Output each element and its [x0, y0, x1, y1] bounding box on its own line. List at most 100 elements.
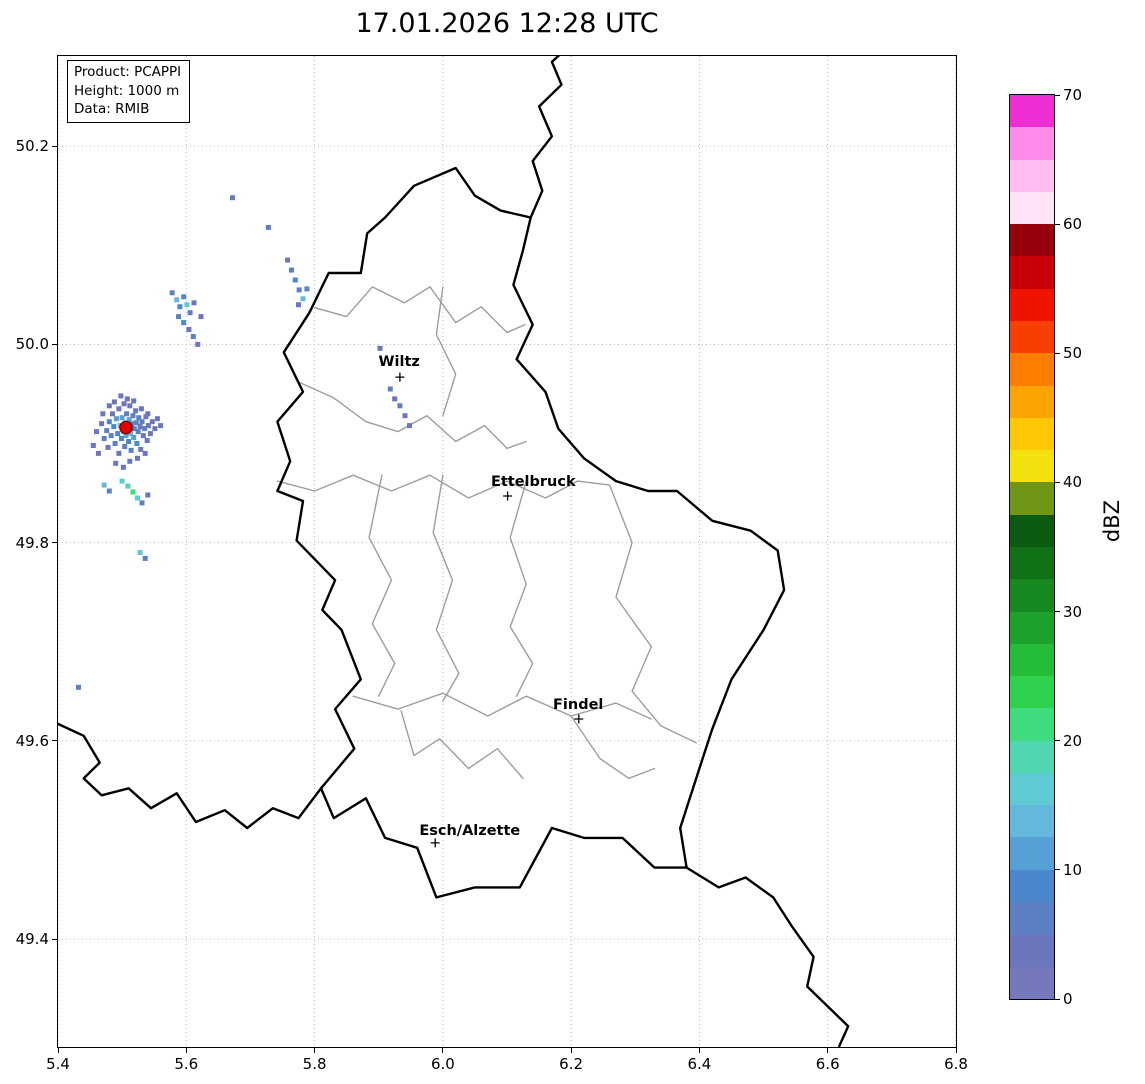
colorbar-tick-mark [1055, 998, 1060, 1000]
echo-pixel [402, 413, 408, 419]
city-label: Findel [553, 697, 603, 713]
colorbar-segment [1010, 159, 1054, 192]
district-border [509, 480, 534, 697]
echo-pixel [137, 424, 143, 430]
echo-pixel [285, 257, 291, 263]
echo-pixel [101, 436, 107, 441]
echo-pixel [135, 429, 141, 435]
echo-pixel [190, 334, 196, 339]
colorbar-tick-label: 40 [1063, 473, 1083, 492]
colorbar-segment [1010, 708, 1054, 741]
echo-pixel [135, 455, 140, 461]
figure-title: 17.01.2026 12:28 UTC [355, 8, 659, 39]
echo-pixel [154, 416, 160, 422]
height-line: Height: 1000 m [74, 82, 180, 99]
country-border [58, 722, 323, 830]
echo-pixel [116, 450, 122, 456]
echo-pixel [142, 450, 148, 456]
country-border [276, 166, 786, 899]
echo-pixel [124, 396, 130, 402]
echo-pixel [128, 431, 133, 437]
echo-pixel [106, 403, 112, 409]
y-tick-label: 49.6 [15, 731, 49, 750]
echo-pixel [176, 314, 182, 320]
colorbar-segment [1010, 740, 1054, 773]
echo-pixel [105, 444, 111, 450]
colorbar-segment [1010, 353, 1054, 386]
echo-pixel [289, 267, 294, 273]
district-border [432, 474, 460, 702]
echo-pixel [111, 424, 117, 430]
colorbar-segment [1010, 224, 1054, 257]
echo-pixel [195, 341, 201, 347]
district-border [435, 286, 457, 417]
colorbar-segment [1010, 643, 1054, 677]
colorbar-segment [1010, 869, 1054, 903]
y-tick-mark [52, 343, 57, 345]
colorbar-segment [1010, 320, 1054, 354]
city-plus-marker [395, 372, 405, 382]
echo-pixel [131, 435, 137, 440]
echo-pixel [119, 415, 125, 421]
city-label: Ettelbruck [491, 474, 576, 490]
x-tick-label: 6.2 [559, 1055, 584, 1073]
x-tick-label: 6.4 [687, 1055, 712, 1073]
colorbar-segment [1010, 902, 1054, 935]
echo-pixel [139, 419, 145, 425]
echo-pixel [94, 429, 99, 435]
echo-pixel [186, 327, 192, 332]
district-border [400, 710, 524, 780]
echo-pixel [131, 426, 137, 432]
echo-pixel [397, 403, 403, 409]
echo-pixel [158, 423, 164, 429]
colorbar-tick-mark [1055, 611, 1060, 613]
echo-pixel [145, 423, 151, 429]
echo-pixel [134, 441, 140, 446]
colorbar-tick-mark [1055, 869, 1060, 871]
x-tick-label: 5.6 [174, 1055, 199, 1073]
y-tick-label: 49.4 [15, 930, 49, 948]
echo-pixel [138, 406, 144, 412]
colorbar-tick-mark [1055, 94, 1060, 96]
x-tick-label: 5.8 [302, 1055, 327, 1073]
echo-pixel [120, 464, 126, 470]
colorbar-tick-label: 0 [1063, 990, 1073, 1008]
echo-pixel [129, 421, 135, 427]
colorbar-segment [1010, 191, 1054, 225]
echo-pixel [76, 684, 81, 690]
y-tick-label: 49.8 [15, 533, 49, 552]
city-plus-marker [574, 714, 584, 724]
colorbar-segment [1010, 966, 1054, 999]
echo-pixel [130, 489, 136, 495]
echo-pixel [106, 419, 112, 425]
district-border [368, 474, 396, 697]
echo-pixel [99, 421, 105, 427]
country-border [529, 56, 563, 219]
echo-pixel [113, 416, 119, 422]
x-tick-label: 5.4 [46, 1055, 70, 1073]
echo-pixel [126, 439, 132, 444]
district-border [297, 381, 527, 450]
echo-pixel [184, 302, 190, 308]
echo-pixel [142, 555, 148, 561]
echo-pixel [140, 433, 146, 439]
x-tick-label: 6.6 [815, 1055, 840, 1073]
echo-pixel [119, 478, 125, 484]
echo-pixel [121, 401, 127, 407]
echo-pixel [145, 411, 151, 417]
district-border [352, 692, 652, 720]
colorbar-axis-label: dBZ [1100, 500, 1124, 543]
echo-pixel [304, 286, 310, 292]
echo-pixel [181, 294, 187, 300]
y-tick-mark [52, 542, 57, 544]
echo-pixel [128, 447, 134, 453]
echo-pixel [387, 386, 393, 392]
colorbar-tick-mark [1055, 223, 1060, 225]
colorbar-segment [1010, 95, 1054, 128]
y-tick-mark [52, 740, 57, 742]
colorbar-tick-label: 20 [1063, 731, 1083, 750]
echo-pixel [115, 431, 121, 437]
x-tick-mark [185, 1048, 187, 1053]
district-border [276, 474, 611, 499]
colorbar-segment [1010, 772, 1054, 806]
